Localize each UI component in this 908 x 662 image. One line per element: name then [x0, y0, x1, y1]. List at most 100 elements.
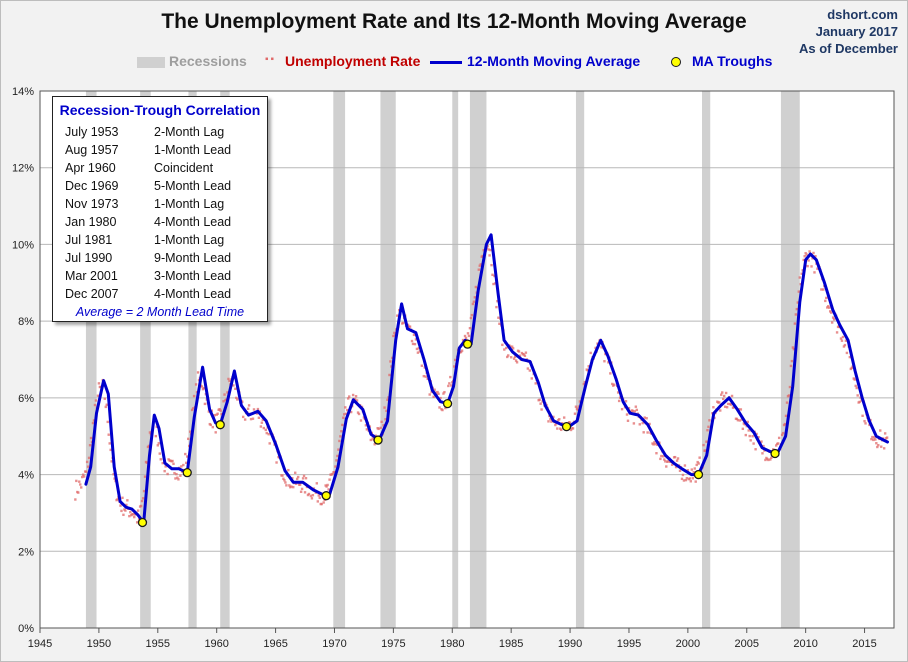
unemployment-point	[142, 489, 146, 493]
unemployment-point	[583, 380, 586, 384]
unemployment-point	[309, 494, 313, 498]
y-tick-label: 12%	[12, 163, 34, 175]
unemployment-point	[820, 288, 823, 291]
unemployment-point	[645, 417, 648, 420]
unemployment-point	[116, 498, 119, 501]
unemployment-point	[200, 385, 204, 388]
unemployment-point	[109, 448, 112, 452]
x-tick-label: 1970	[322, 638, 346, 650]
unemployment-point	[620, 407, 624, 411]
x-tick-label: 1945	[28, 638, 52, 650]
unemployment-point	[478, 264, 481, 267]
unemployment-point	[450, 384, 453, 387]
unemployment-point	[283, 479, 286, 482]
unemployment-point	[139, 504, 143, 508]
unemployment-point	[743, 423, 746, 426]
unemployment-point	[761, 452, 764, 455]
unemployment-point	[690, 468, 693, 471]
unemployment-point	[806, 264, 809, 268]
unemployment-point	[364, 424, 368, 427]
unemployment-point	[706, 429, 709, 432]
unemployment-point	[495, 305, 498, 309]
unemployment-point	[638, 423, 641, 426]
correlation-row: Jul 1981 1-Month Lag	[53, 231, 267, 249]
unemployment-point	[790, 359, 794, 363]
unemployment-point	[327, 488, 330, 491]
unemployment-point	[348, 395, 351, 398]
x-tick-label: 1955	[146, 638, 170, 650]
unemployment-point	[156, 444, 159, 447]
unemployment-point	[607, 361, 610, 364]
unemployment-point	[296, 475, 300, 479]
unemployment-point	[77, 491, 80, 494]
unemployment-point	[388, 373, 391, 377]
unemployment-point	[767, 458, 770, 462]
unemployment-point	[287, 468, 290, 472]
unemployment-point	[702, 443, 705, 447]
unemployment-point	[417, 347, 421, 350]
correlation-date: Dec 2007	[65, 287, 119, 301]
unemployment-point	[479, 263, 482, 266]
unemployment-point	[303, 491, 307, 494]
unemployment-point	[81, 473, 85, 476]
recession-band	[140, 91, 151, 628]
unemployment-point	[856, 394, 859, 397]
unemployment-point	[830, 321, 834, 324]
unemployment-point	[568, 421, 572, 424]
unemployment-point	[282, 477, 285, 480]
unemployment-point	[512, 357, 516, 360]
unemployment-point	[448, 382, 451, 385]
unemployment-point	[393, 331, 396, 335]
unemployment-point	[226, 391, 229, 394]
trough-marker	[442, 398, 453, 409]
unemployment-point	[172, 462, 175, 466]
unemployment-point	[807, 259, 810, 262]
unemployment-point	[214, 431, 217, 434]
unemployment-point	[175, 472, 178, 476]
unemployment-point	[87, 456, 91, 460]
unemployment-point	[477, 268, 480, 271]
unemployment-point	[507, 354, 510, 357]
trough-marker	[373, 435, 383, 445]
unemployment-point	[738, 419, 742, 422]
unemployment-point	[719, 409, 722, 412]
recession-band	[575, 91, 585, 628]
unemployment-point	[337, 448, 340, 451]
unemployment-point	[577, 405, 581, 408]
unemployment-point	[871, 435, 874, 439]
unemployment-point	[86, 465, 90, 468]
unemployment-point	[444, 406, 447, 410]
legend-moving-average-label: 12-Month Moving Average	[467, 53, 641, 69]
unemployment-point	[680, 477, 684, 481]
unemployment-point	[686, 469, 690, 472]
unemployment-point	[870, 437, 873, 441]
unemployment-point	[338, 439, 341, 443]
unemployment-point	[877, 443, 880, 447]
unemployment-point	[380, 420, 383, 424]
unemployment-point	[342, 416, 345, 419]
trough-marker	[215, 420, 225, 430]
source-date: January 2017	[815, 24, 898, 39]
unemployment-point	[594, 346, 597, 350]
unemployment-point	[798, 276, 801, 279]
recession-band	[188, 91, 197, 628]
unemployment-point	[853, 378, 856, 381]
unemployment-point	[796, 301, 800, 304]
unemployment-point	[463, 334, 467, 338]
unemployment-point	[216, 412, 219, 415]
x-tick-label: 2005	[735, 638, 759, 650]
correlation-row: Apr 1960 Coincident	[53, 159, 267, 177]
unemployment-point	[603, 360, 606, 363]
unemployment-point	[78, 480, 81, 483]
unemployment-point	[797, 290, 800, 293]
unemployment-point	[247, 404, 251, 407]
unemployment-point	[625, 413, 629, 416]
unemployment-point	[288, 484, 291, 487]
unemployment-point	[158, 452, 161, 455]
unemployment-point	[161, 461, 164, 465]
unemployment-point	[159, 458, 162, 461]
unemployment-point	[873, 436, 876, 439]
unemployment-point	[693, 467, 696, 470]
unemployment-point	[885, 436, 889, 439]
recession-band	[333, 91, 346, 628]
